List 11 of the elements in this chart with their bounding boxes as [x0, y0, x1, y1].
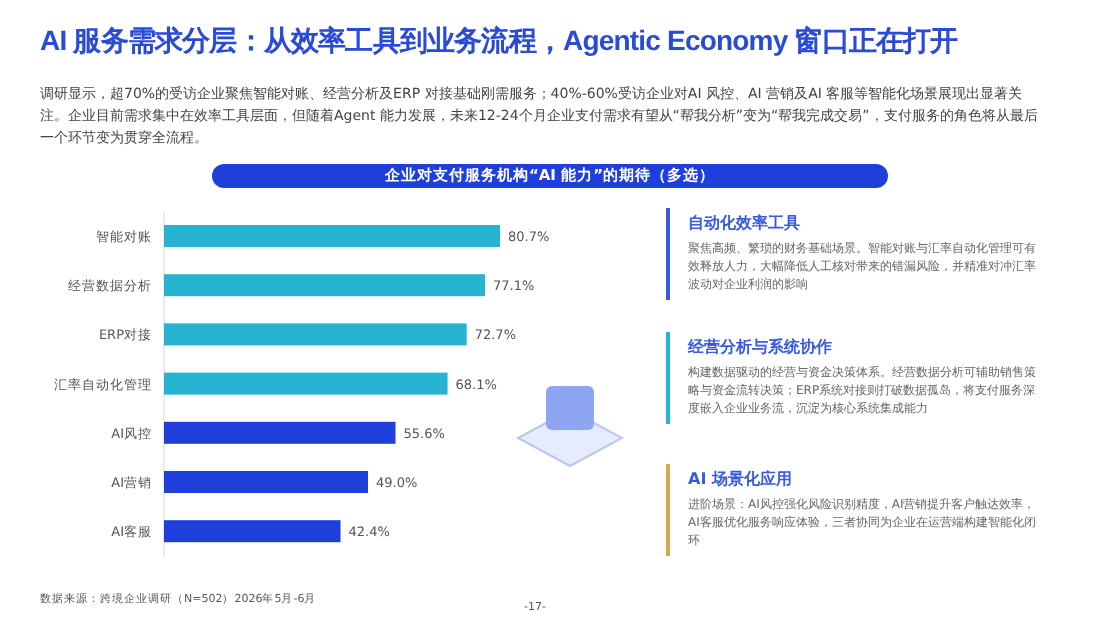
- bar: [164, 274, 486, 297]
- chart-title: AI 服务需求分层：从效率工具到业务流程，Agentic Economy 窗口正在打开: [40, 24, 958, 60]
- bar: [164, 471, 369, 493]
- bar: [164, 225, 500, 247]
- bar: [164, 421, 396, 444]
- text: 经营分析与系统协作: [688, 336, 832, 358]
- bar: [164, 323, 467, 346]
- text: 自动化效率工具: [688, 212, 800, 234]
- bar: [164, 372, 448, 395]
- text: AI 场景化应用: [688, 468, 792, 490]
- bar: [164, 520, 341, 543]
